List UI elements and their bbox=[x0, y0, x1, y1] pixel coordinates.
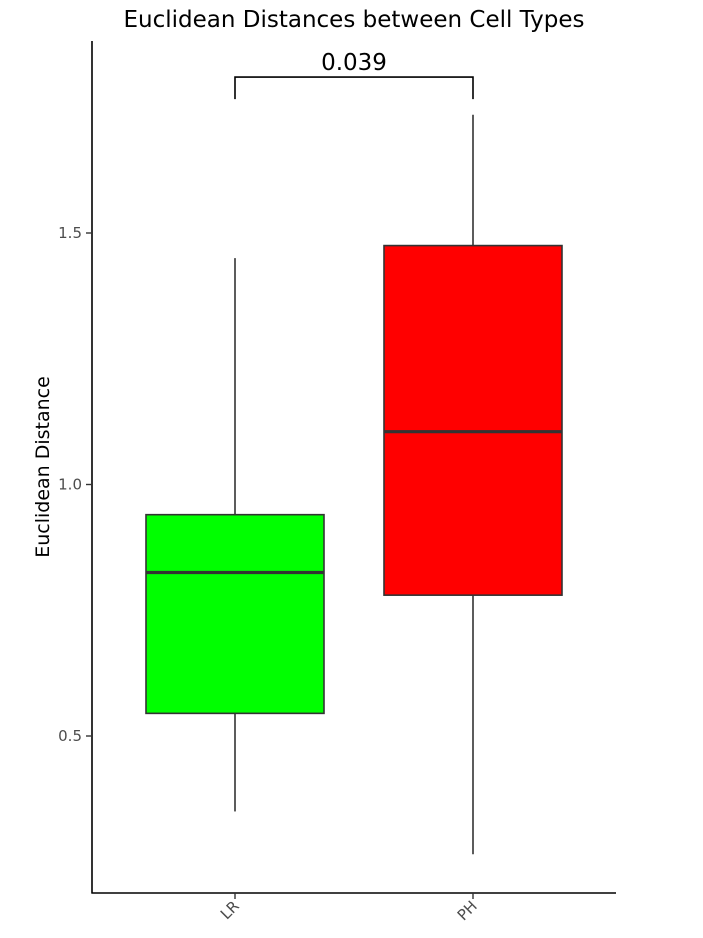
box-ph bbox=[383, 244, 563, 596]
x-tick-label: PH bbox=[454, 897, 481, 924]
x-tick-label: LR bbox=[217, 897, 243, 923]
box-lr bbox=[145, 513, 325, 715]
chart-title: Euclidean Distances between Cell Types bbox=[123, 7, 584, 33]
plot-area: 0.5 1.0 1.5 LR PH 0.039 bbox=[58, 41, 616, 924]
y-tick-label: 1.0 bbox=[58, 476, 82, 494]
p-value-label: 0.039 bbox=[321, 50, 387, 76]
y-tick-label: 0.5 bbox=[58, 727, 82, 745]
y-axis-label: Euclidean Distance bbox=[32, 376, 54, 558]
y-tick-label: 1.5 bbox=[58, 224, 82, 242]
significance-bracket bbox=[234, 76, 474, 100]
